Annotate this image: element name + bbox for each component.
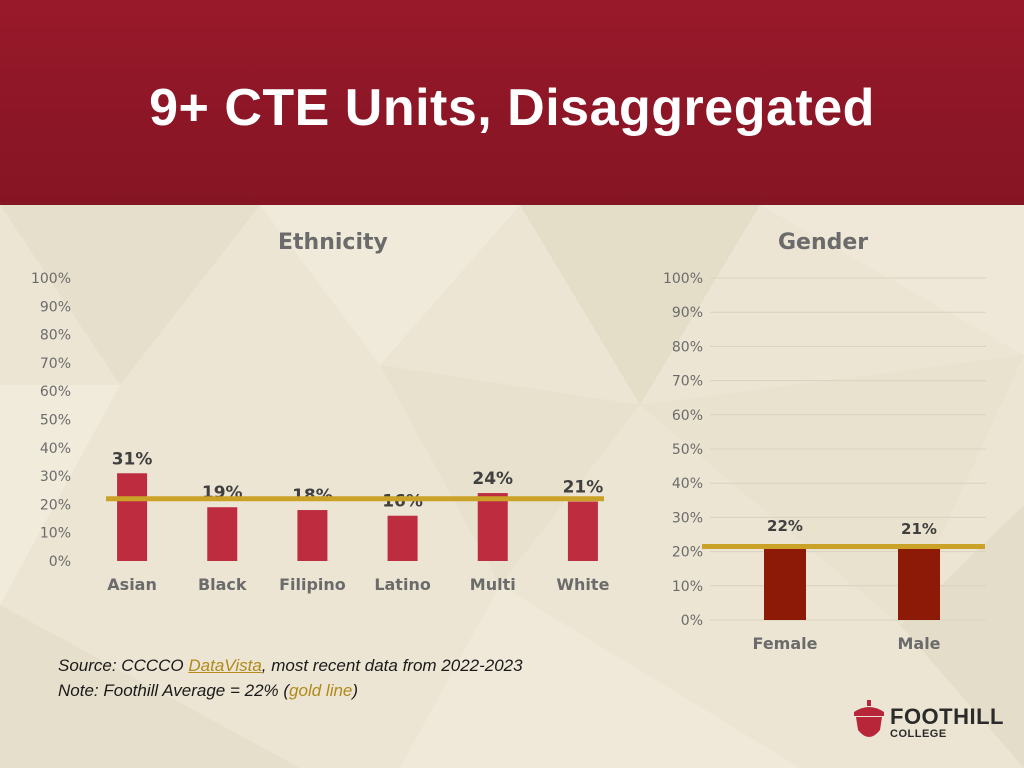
data-label: 22% [767,517,803,535]
source-prefix: Source: CCCCO [58,656,189,675]
bar [567,501,598,561]
x-tick-label: Multi [470,575,516,594]
y-tick-label: 20% [672,545,703,561]
ethnicity-chart-title: Ethnicity [278,230,388,255]
x-tick-label: Female [753,634,818,653]
y-tick-label: 90% [672,305,703,321]
slide-title: 9+ CTE Units, Disaggregated [149,79,875,137]
x-tick-label: Male [897,634,940,653]
y-tick-label: 90% [40,299,71,315]
note-gold-line: gold line [289,681,353,700]
y-tick-label: 100% [663,271,703,287]
source-footnote: Source: CCCCO DataVista, most recent dat… [58,656,523,676]
y-tick-label: 80% [40,328,71,344]
x-tick-label: Black [198,575,247,594]
foothill-logo: FOOTHILL COLLEGE [852,700,1004,744]
title-banner: 9+ CTE Units, Disaggregated [0,0,1024,205]
datavista-link[interactable]: DataVista [188,656,262,675]
gender-chart-title: Gender [778,230,869,255]
y-tick-label: 0% [681,613,703,629]
x-tick-label: Filipino [279,575,346,594]
y-tick-label: 10% [40,526,71,542]
y-tick-label: 40% [672,476,703,492]
y-tick-label: 40% [40,441,71,457]
data-label: 24% [472,469,513,489]
y-tick-label: 60% [672,408,703,424]
y-tick-label: 30% [40,469,71,485]
y-tick-label: 0% [49,554,71,570]
x-tick-label: Asian [107,575,157,594]
y-tick-label: 50% [672,442,703,458]
average-note: Note: Foothill Average = 22% (gold line) [58,681,358,701]
bar [477,493,508,561]
x-tick-label: White [556,575,609,594]
source-suffix: , most recent data from 2022-2023 [261,656,523,675]
y-tick-label: 70% [672,374,703,390]
y-tick-label: 80% [672,339,703,355]
y-tick-label: 30% [672,510,703,526]
bar [207,507,238,561]
y-tick-label: 10% [672,579,703,595]
acorn-icon [854,700,884,737]
data-label: 21% [563,478,604,498]
bar [117,473,148,561]
bar [297,510,328,561]
y-tick-label: 70% [40,356,71,372]
bar [387,515,418,561]
note-prefix: Note: Foothill Average = 22% ( [58,681,290,700]
y-tick-label: 100% [31,271,71,287]
y-tick-label: 50% [40,413,71,429]
data-label: 21% [901,520,937,538]
bar [898,548,940,620]
logo-sub: COLLEGE [890,728,947,740]
note-suffix: ) [352,681,359,700]
data-label: 31% [112,449,153,469]
y-tick-label: 60% [40,384,71,400]
logo-name: FOOTHILL [890,704,1004,729]
bar [764,544,806,620]
background-pattern [0,205,1024,768]
y-tick-label: 20% [40,497,71,513]
x-tick-label: Latino [374,575,431,594]
